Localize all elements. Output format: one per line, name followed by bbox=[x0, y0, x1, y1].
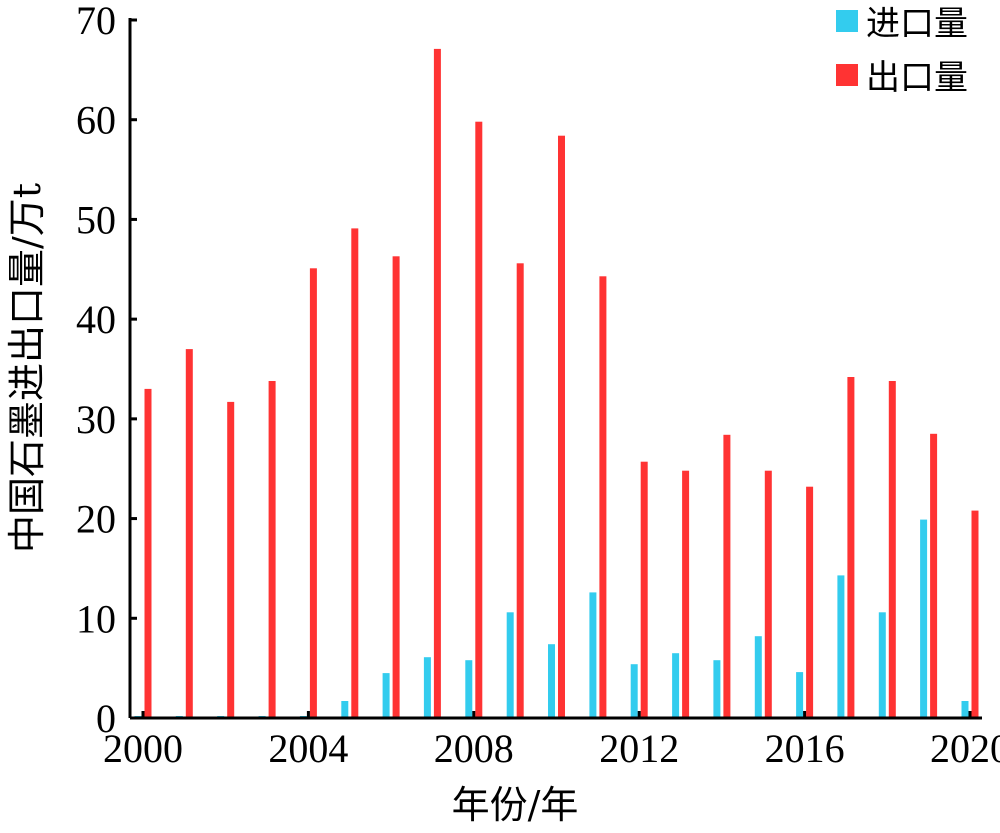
import-bar-2010 bbox=[548, 644, 555, 718]
x-tick-label-2004: 2004 bbox=[268, 726, 348, 771]
ticks-layer: 0 10 20 30 40 50 60 70 2000 2004 2008 2012 2016 2020 bbox=[76, 0, 1000, 771]
export-bar-2019 bbox=[930, 433, 938, 718]
export-bar-2006 bbox=[392, 256, 400, 718]
legend-swatch-import bbox=[836, 10, 858, 32]
y-axis-title: 中国石墨进出口量/万t bbox=[5, 183, 49, 553]
export-bar-2012 bbox=[640, 461, 648, 718]
export-bar-2010 bbox=[558, 135, 565, 718]
export-bar-2020 bbox=[971, 510, 979, 718]
export-bar-2002 bbox=[227, 401, 235, 718]
export-bar-2003 bbox=[268, 381, 276, 718]
import-bar-2019 bbox=[920, 519, 928, 718]
export-bar-2007 bbox=[433, 48, 441, 718]
y-tick-label-70: 70 bbox=[76, 0, 116, 43]
x-tick-label-2000: 2000 bbox=[103, 726, 183, 771]
x-axis-title: 年份/年 bbox=[452, 783, 579, 827]
export-bar-2009 bbox=[516, 263, 524, 718]
x-tick-label-2012: 2012 bbox=[599, 726, 679, 771]
import-bar-2015 bbox=[754, 636, 762, 718]
import-bar-2018 bbox=[878, 612, 886, 718]
import-bar-2013 bbox=[672, 653, 680, 718]
import-bar-2006 bbox=[382, 673, 390, 718]
import-bar-2005 bbox=[341, 701, 349, 718]
y-tick-label-60: 60 bbox=[76, 98, 116, 143]
x-tick-label-2020: 2020 bbox=[930, 726, 1000, 771]
export-bar-2013 bbox=[682, 470, 690, 718]
export-bar-2004 bbox=[309, 268, 317, 718]
import-bar-2008 bbox=[465, 660, 473, 718]
y-tick-label-10: 10 bbox=[76, 596, 116, 641]
legend-swatch-export bbox=[836, 64, 858, 86]
legend: 进口量 出口量 bbox=[836, 4, 968, 98]
import-bar-2014 bbox=[713, 660, 721, 718]
legend-label-export: 出口量 bbox=[866, 58, 968, 98]
bars-layer bbox=[134, 48, 979, 718]
export-bar-2001 bbox=[185, 349, 193, 718]
x-tick-label-2016: 2016 bbox=[765, 726, 845, 771]
y-tick-label-40: 40 bbox=[76, 297, 116, 342]
export-bar-2014 bbox=[723, 434, 731, 718]
export-bar-2011 bbox=[599, 276, 607, 718]
export-bar-2005 bbox=[351, 228, 359, 718]
export-bar-2015 bbox=[764, 470, 772, 718]
import-bar-2020 bbox=[961, 701, 969, 718]
export-bar-2008 bbox=[475, 121, 483, 718]
y-tick-label-50: 50 bbox=[76, 197, 116, 242]
legend-label-import: 进口量 bbox=[866, 4, 968, 44]
import-bar-2007 bbox=[423, 657, 431, 718]
import-bar-2017 bbox=[837, 575, 845, 718]
import-bar-2016 bbox=[796, 672, 804, 718]
import-bar-2012 bbox=[630, 664, 638, 718]
y-tick-label-0: 0 bbox=[96, 696, 116, 741]
x-tick-label-2008: 2008 bbox=[434, 726, 514, 771]
export-bar-2017 bbox=[847, 377, 855, 718]
export-bar-2000 bbox=[144, 388, 152, 718]
import-bar-2011 bbox=[589, 592, 597, 718]
export-bar-2016 bbox=[806, 486, 814, 718]
import-bar-2009 bbox=[506, 612, 514, 718]
y-tick-label-30: 30 bbox=[76, 397, 116, 442]
y-tick-label-20: 20 bbox=[76, 497, 116, 542]
export-bar-2018 bbox=[888, 381, 896, 718]
